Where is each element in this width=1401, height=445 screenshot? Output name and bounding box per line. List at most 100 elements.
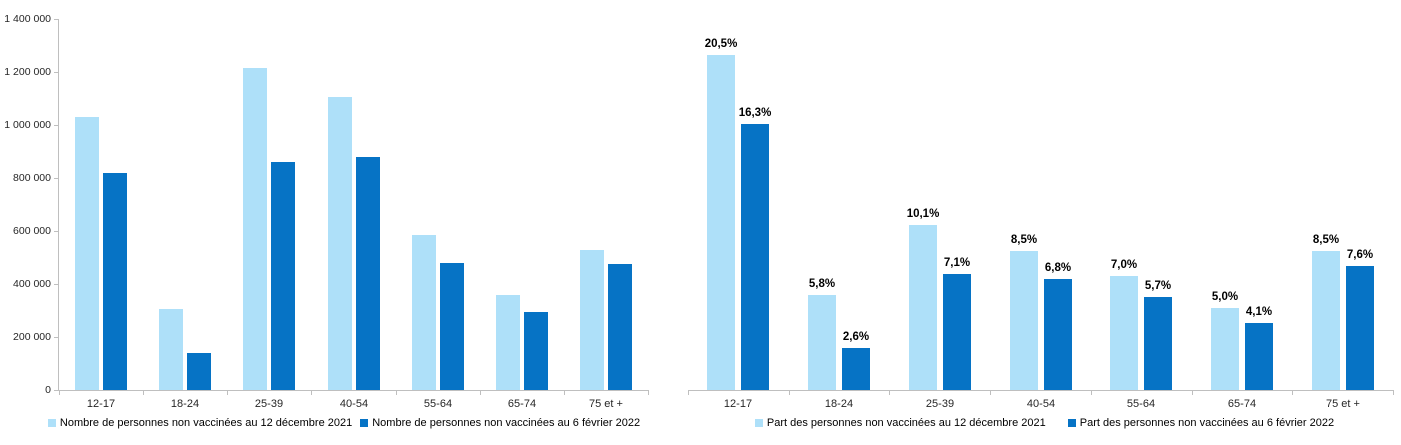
bar-value-label: 8,5% [1312, 234, 1340, 246]
y-axis-tick [54, 125, 58, 126]
x-axis-category-label: 75 et + [589, 398, 623, 410]
legend-item: Part des personnes non vaccinées au 6 fé… [1067, 417, 1335, 429]
y-axis-tick [54, 178, 58, 179]
bar-fev2022 [943, 274, 971, 390]
legend-label: Part des personnes non vaccinées au 6 fé… [1079, 417, 1335, 429]
legend-item: Nombre de personnes non vaccinées au 12 … [47, 417, 353, 429]
bar-fev2022 [741, 124, 769, 390]
y-axis-tick-label: 1 200 000 [4, 66, 51, 78]
bar-dec2021 [909, 225, 937, 390]
bar-fev2022 [187, 353, 211, 390]
legend-item: Part des personnes non vaccinées au 12 d… [754, 417, 1046, 429]
plot-area: 20,5% 16,3% 12-17 5,8% 2,6% 18-24 10,1% 7,1% 25-… [688, 0, 1401, 445]
x-axis-tick [889, 391, 890, 395]
x-axis-category-label: 75 et + [1326, 398, 1360, 410]
x-axis-category-label: 12-17 [723, 398, 753, 410]
legend-label: Part des personnes non vaccinées au 12 d… [766, 417, 1046, 429]
bar-value-label: 7,6% [1346, 249, 1374, 261]
bar-dec2021 [1110, 276, 1138, 390]
x-axis-tick [648, 391, 649, 395]
bar-fev2022 [271, 162, 295, 390]
x-axis-category-label: 40-54 [1026, 398, 1056, 410]
x-axis-tick [396, 391, 397, 395]
x-axis-tick [227, 391, 228, 395]
x-axis-category-label: 25-39 [254, 398, 284, 410]
bar-fev2022 [1346, 266, 1374, 390]
y-axis-tick-label: 600 000 [13, 225, 51, 237]
bar-dec2021 [496, 295, 520, 390]
bar-value-label: 20,5% [704, 38, 738, 50]
bar-value-label: 5,8% [808, 278, 836, 290]
x-axis-category-label: 18-24 [824, 398, 854, 410]
bar-dec2021 [1010, 251, 1038, 390]
x-axis-category-label: 12-17 [86, 398, 116, 410]
bar-value-label: 5,7% [1144, 280, 1172, 292]
bar-dec2021 [580, 250, 604, 390]
x-axis-tick [990, 391, 991, 395]
bar-fev2022 [440, 263, 464, 390]
x-axis-tick [1393, 391, 1394, 395]
y-axis-tick-label: 400 000 [13, 278, 51, 290]
bar-dec2021 [1211, 308, 1239, 390]
bar-fev2022 [524, 312, 548, 390]
legend: Nombre de personnes non vaccinées au 12 … [0, 417, 688, 429]
x-axis-tick [311, 391, 312, 395]
x-axis-tick [1091, 391, 1092, 395]
y-axis-line [58, 19, 59, 391]
bar-dec2021 [412, 235, 436, 390]
x-axis-category-label: 55-64 [423, 398, 453, 410]
bar-fev2022 [1044, 279, 1072, 390]
x-axis-tick [143, 391, 144, 395]
bar-value-label: 16,3% [738, 107, 772, 119]
bar-dec2021 [75, 117, 99, 390]
legend-swatch-icon [360, 419, 369, 427]
x-axis-tick [59, 391, 60, 395]
x-axis-tick [1192, 391, 1193, 395]
y-axis-tick-label: 0 [45, 384, 51, 396]
x-axis-category-label: 25-39 [925, 398, 955, 410]
y-axis-tick-label: 800 000 [13, 172, 51, 184]
bar-dec2021 [159, 309, 183, 390]
bar-dec2021 [328, 97, 352, 390]
y-axis-tick [54, 337, 58, 338]
bar-fev2022 [608, 264, 632, 390]
y-axis-tick [54, 19, 58, 20]
bar-fev2022 [1245, 323, 1273, 390]
x-axis-line [59, 390, 649, 391]
y-axis-tick [54, 284, 58, 285]
x-axis-category-label: 65-74 [507, 398, 537, 410]
x-axis-tick [789, 391, 790, 395]
bar-fev2022 [356, 157, 380, 390]
y-axis-tick [54, 231, 58, 232]
legend-swatch-icon [47, 419, 56, 427]
x-axis-category-label: 55-64 [1126, 398, 1156, 410]
bar-dec2021 [243, 68, 267, 390]
bar-value-label: 10,1% [906, 208, 940, 220]
x-axis-category-label: 40-54 [339, 398, 369, 410]
bar-value-label: 8,5% [1010, 234, 1038, 246]
bar-value-label: 4,1% [1245, 306, 1273, 318]
x-axis-line [688, 390, 1394, 391]
bar-dec2021 [1312, 251, 1340, 390]
x-axis-tick [1292, 391, 1293, 395]
bar-dec2021 [707, 55, 735, 390]
legend: Part des personnes non vaccinées au 12 d… [688, 417, 1401, 429]
bar-value-label: 5,0% [1211, 291, 1239, 303]
legend-label: Nombre de personnes non vaccinées au 12 … [59, 417, 353, 429]
x-axis-tick [688, 391, 689, 395]
legend-swatch-icon [754, 419, 763, 427]
x-axis-category-label: 18-24 [170, 398, 200, 410]
x-axis-tick [480, 391, 481, 395]
chart-part-non-vaccines: 20,5% 16,3% 12-17 5,8% 2,6% 18-24 10,1% 7,1% 25-… [688, 0, 1401, 445]
bar-dec2021 [808, 295, 836, 390]
y-axis-tick [54, 72, 58, 73]
legend-item: Nombre de personnes non vaccinées au 6 f… [360, 417, 640, 429]
legend-label: Nombre de personnes non vaccinées au 6 f… [372, 417, 641, 429]
bar-value-label: 6,8% [1044, 262, 1072, 274]
bar-fev2022 [103, 173, 127, 390]
y-axis-tick-label: 200 000 [13, 331, 51, 343]
bar-fev2022 [1144, 297, 1172, 390]
x-axis-category-label: 65-74 [1227, 398, 1257, 410]
plot-area: 0 200 000 400 000 600 000 800 000 1 000 000 1 … [0, 0, 688, 445]
